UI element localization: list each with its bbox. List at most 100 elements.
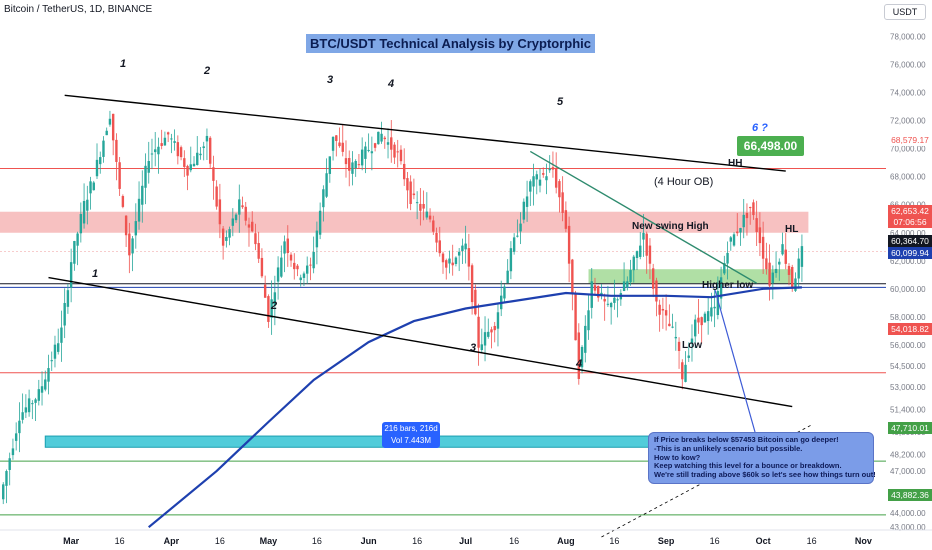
- candle-body: [765, 258, 768, 270]
- candle-body: [558, 181, 561, 198]
- ob-label: (4 Hour OB): [654, 176, 714, 188]
- price-tag-current: 62,653.42: [888, 205, 932, 217]
- candle-body: [31, 403, 34, 405]
- price-tick-label: 58,000.00: [890, 313, 926, 322]
- candle-body: [671, 326, 674, 328]
- candle-body: [2, 484, 5, 500]
- symbol-header[interactable]: Bitcoin / TetherUS, 1D, BINANCE: [4, 4, 153, 15]
- wave-bottom-1: 1: [92, 268, 99, 280]
- candle-body: [509, 248, 513, 272]
- candle-body: [512, 237, 516, 252]
- candle-body: [24, 407, 28, 413]
- candle-body: [432, 220, 435, 232]
- candle-body: [639, 245, 642, 257]
- candle-body: [322, 189, 325, 208]
- candle-body: [706, 311, 710, 322]
- candle-body: [580, 346, 584, 368]
- candle-body: [215, 186, 218, 207]
- candle-body: [451, 262, 454, 266]
- candle-body: [755, 218, 758, 233]
- candle-body: [687, 355, 690, 358]
- candle-body: [422, 203, 425, 209]
- candle-body: [118, 162, 121, 189]
- candle-body: [108, 118, 112, 125]
- candle-body: [102, 140, 105, 157]
- price-tick-label: 53,000.00: [890, 383, 926, 392]
- price-tick-label: 64,000.00: [890, 229, 926, 238]
- analysis-note: If Price breaks below $57453 Bitcoin can…: [648, 432, 876, 484]
- candle-body: [752, 202, 755, 216]
- candle-body: [150, 153, 154, 155]
- candle-body: [128, 233, 131, 256]
- time-tick-label: May: [260, 536, 278, 546]
- currency-button[interactable]: USDT: [884, 4, 926, 20]
- candle-body: [742, 214, 745, 228]
- wave-bottom-4: 4: [576, 358, 583, 370]
- candle-body: [655, 280, 658, 302]
- candle-body: [147, 160, 150, 173]
- candle-body: [719, 277, 723, 299]
- candle-body: [79, 214, 83, 234]
- higher-low-label: Higher low: [702, 280, 754, 291]
- candle-body: [781, 244, 784, 255]
- candle-body: [5, 471, 8, 486]
- candle-body: [409, 181, 412, 204]
- candle-body: [748, 207, 752, 209]
- candle-body: [454, 257, 458, 264]
- candle-body: [632, 256, 635, 271]
- candle-body: [784, 249, 787, 264]
- candle-body: [57, 343, 60, 352]
- trendline-1: [48, 276, 793, 408]
- time-tick-label: Apr: [164, 536, 180, 546]
- candle-body: [480, 344, 484, 351]
- candle-body: [597, 285, 600, 298]
- note-line: -This is an unlikely scenario but possib…: [654, 443, 803, 453]
- candle-body: [170, 138, 173, 140]
- candle-body: [66, 290, 70, 307]
- candle-body: [299, 277, 302, 281]
- candle-body: [642, 232, 645, 240]
- candle-body: [428, 215, 432, 220]
- candle-body: [406, 178, 409, 191]
- candle-body: [506, 270, 509, 284]
- candle-body: [373, 143, 377, 148]
- trendline-0: [64, 94, 786, 172]
- candle-body: [231, 218, 235, 226]
- candle-body: [318, 210, 322, 235]
- candle-body: [703, 313, 707, 323]
- candle-body: [674, 336, 678, 339]
- candle-body: [487, 331, 490, 337]
- candle-body: [564, 210, 568, 229]
- candle-body: [415, 202, 419, 204]
- price-tag-54018: 54,018.82: [888, 323, 932, 335]
- candle-body: [21, 412, 24, 420]
- price-tick-label: 51,400.00: [890, 405, 926, 414]
- wave-top-1: 1: [120, 58, 127, 70]
- candle-body: [283, 241, 286, 254]
- price-tick-label: 68,000.00: [890, 173, 926, 182]
- candle-body: [412, 193, 416, 196]
- candle-body: [205, 135, 209, 142]
- candle-body: [196, 152, 199, 166]
- candle-body: [609, 302, 613, 308]
- candle-body: [144, 165, 147, 188]
- candle-body: [218, 199, 222, 225]
- time-tick-label: 16: [710, 536, 720, 546]
- candle-body: [221, 228, 225, 246]
- zone-1: [588, 269, 793, 284]
- candle-body: [312, 251, 315, 269]
- time-tick-label: 16: [312, 536, 322, 546]
- wave-top-4: 4: [388, 78, 395, 90]
- price-tick-label: 56,000.00: [890, 341, 926, 350]
- candle-body: [716, 291, 720, 316]
- candle-body: [441, 253, 445, 263]
- candle-body: [402, 163, 406, 180]
- price-tick-label: 47,000.00: [890, 467, 926, 476]
- candle-body: [137, 198, 141, 222]
- candle-body: [34, 399, 37, 403]
- candle-body: [393, 144, 396, 158]
- candle-body: [732, 234, 736, 246]
- candle-body: [577, 332, 581, 379]
- candle-body: [351, 162, 354, 174]
